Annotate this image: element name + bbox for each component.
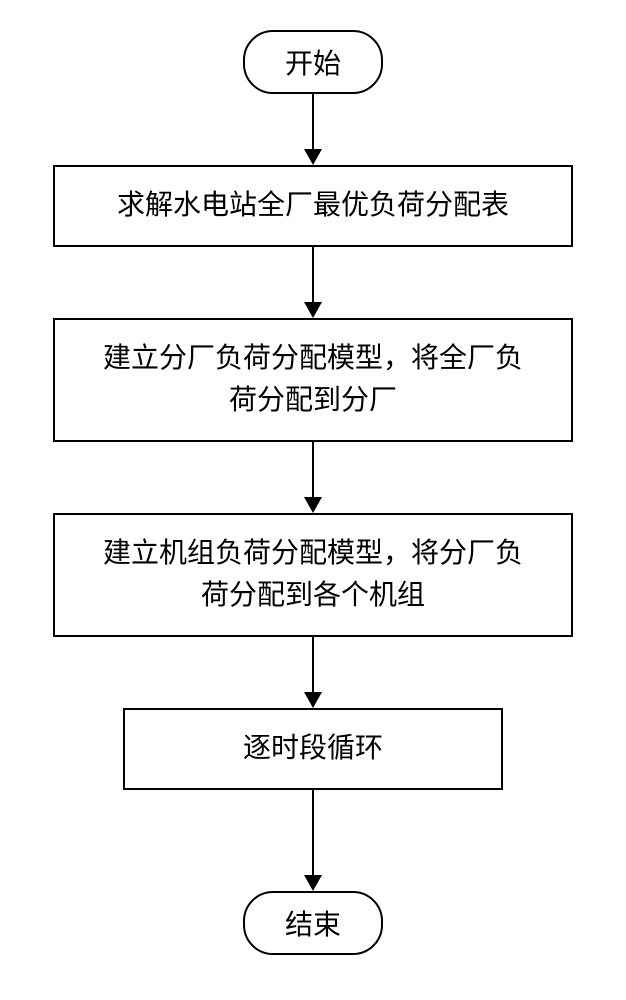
arrow-head: [304, 302, 322, 318]
step1-label: 求解水电站全厂最优负荷分配表: [117, 190, 509, 221]
arrow-line: [312, 637, 314, 692]
arrow-line: [312, 442, 314, 497]
step1-node: 求解水电站全厂最优负荷分配表: [53, 165, 573, 247]
flowchart-container: 开始 求解水电站全厂最优负荷分配表 建立分厂负荷分配模型，将全厂负 荷分配到分厂…: [53, 30, 573, 955]
arrow-line: [312, 247, 314, 302]
step2-line1: 建立分厂负荷分配模型，将全厂负: [103, 343, 523, 374]
start-node: 开始: [243, 30, 383, 94]
arrow-line: [312, 94, 314, 149]
arrow-2: [304, 247, 322, 318]
arrow-1: [304, 94, 322, 165]
start-label: 开始: [285, 49, 341, 80]
end-node: 结束: [243, 891, 383, 955]
step3-line2: 荷分配到各个机组: [201, 580, 425, 611]
arrow-3: [304, 442, 322, 513]
step3-node: 建立机组负荷分配模型，将分厂负 荷分配到各个机组: [53, 513, 573, 637]
arrow-head: [304, 875, 322, 891]
step4-node: 逐时段循环: [123, 708, 503, 790]
arrow-5: [304, 790, 322, 891]
step2-node: 建立分厂负荷分配模型，将全厂负 荷分配到分厂: [53, 318, 573, 442]
arrow-head: [304, 497, 322, 513]
end-label: 结束: [285, 910, 341, 941]
step3-line1: 建立机组负荷分配模型，将分厂负: [103, 538, 523, 569]
arrow-head: [304, 149, 322, 165]
step4-label: 逐时段循环: [243, 733, 383, 764]
arrow-head: [304, 692, 322, 708]
step2-line2: 荷分配到分厂: [229, 385, 397, 416]
arrow-4: [304, 637, 322, 708]
arrow-line: [312, 790, 314, 875]
